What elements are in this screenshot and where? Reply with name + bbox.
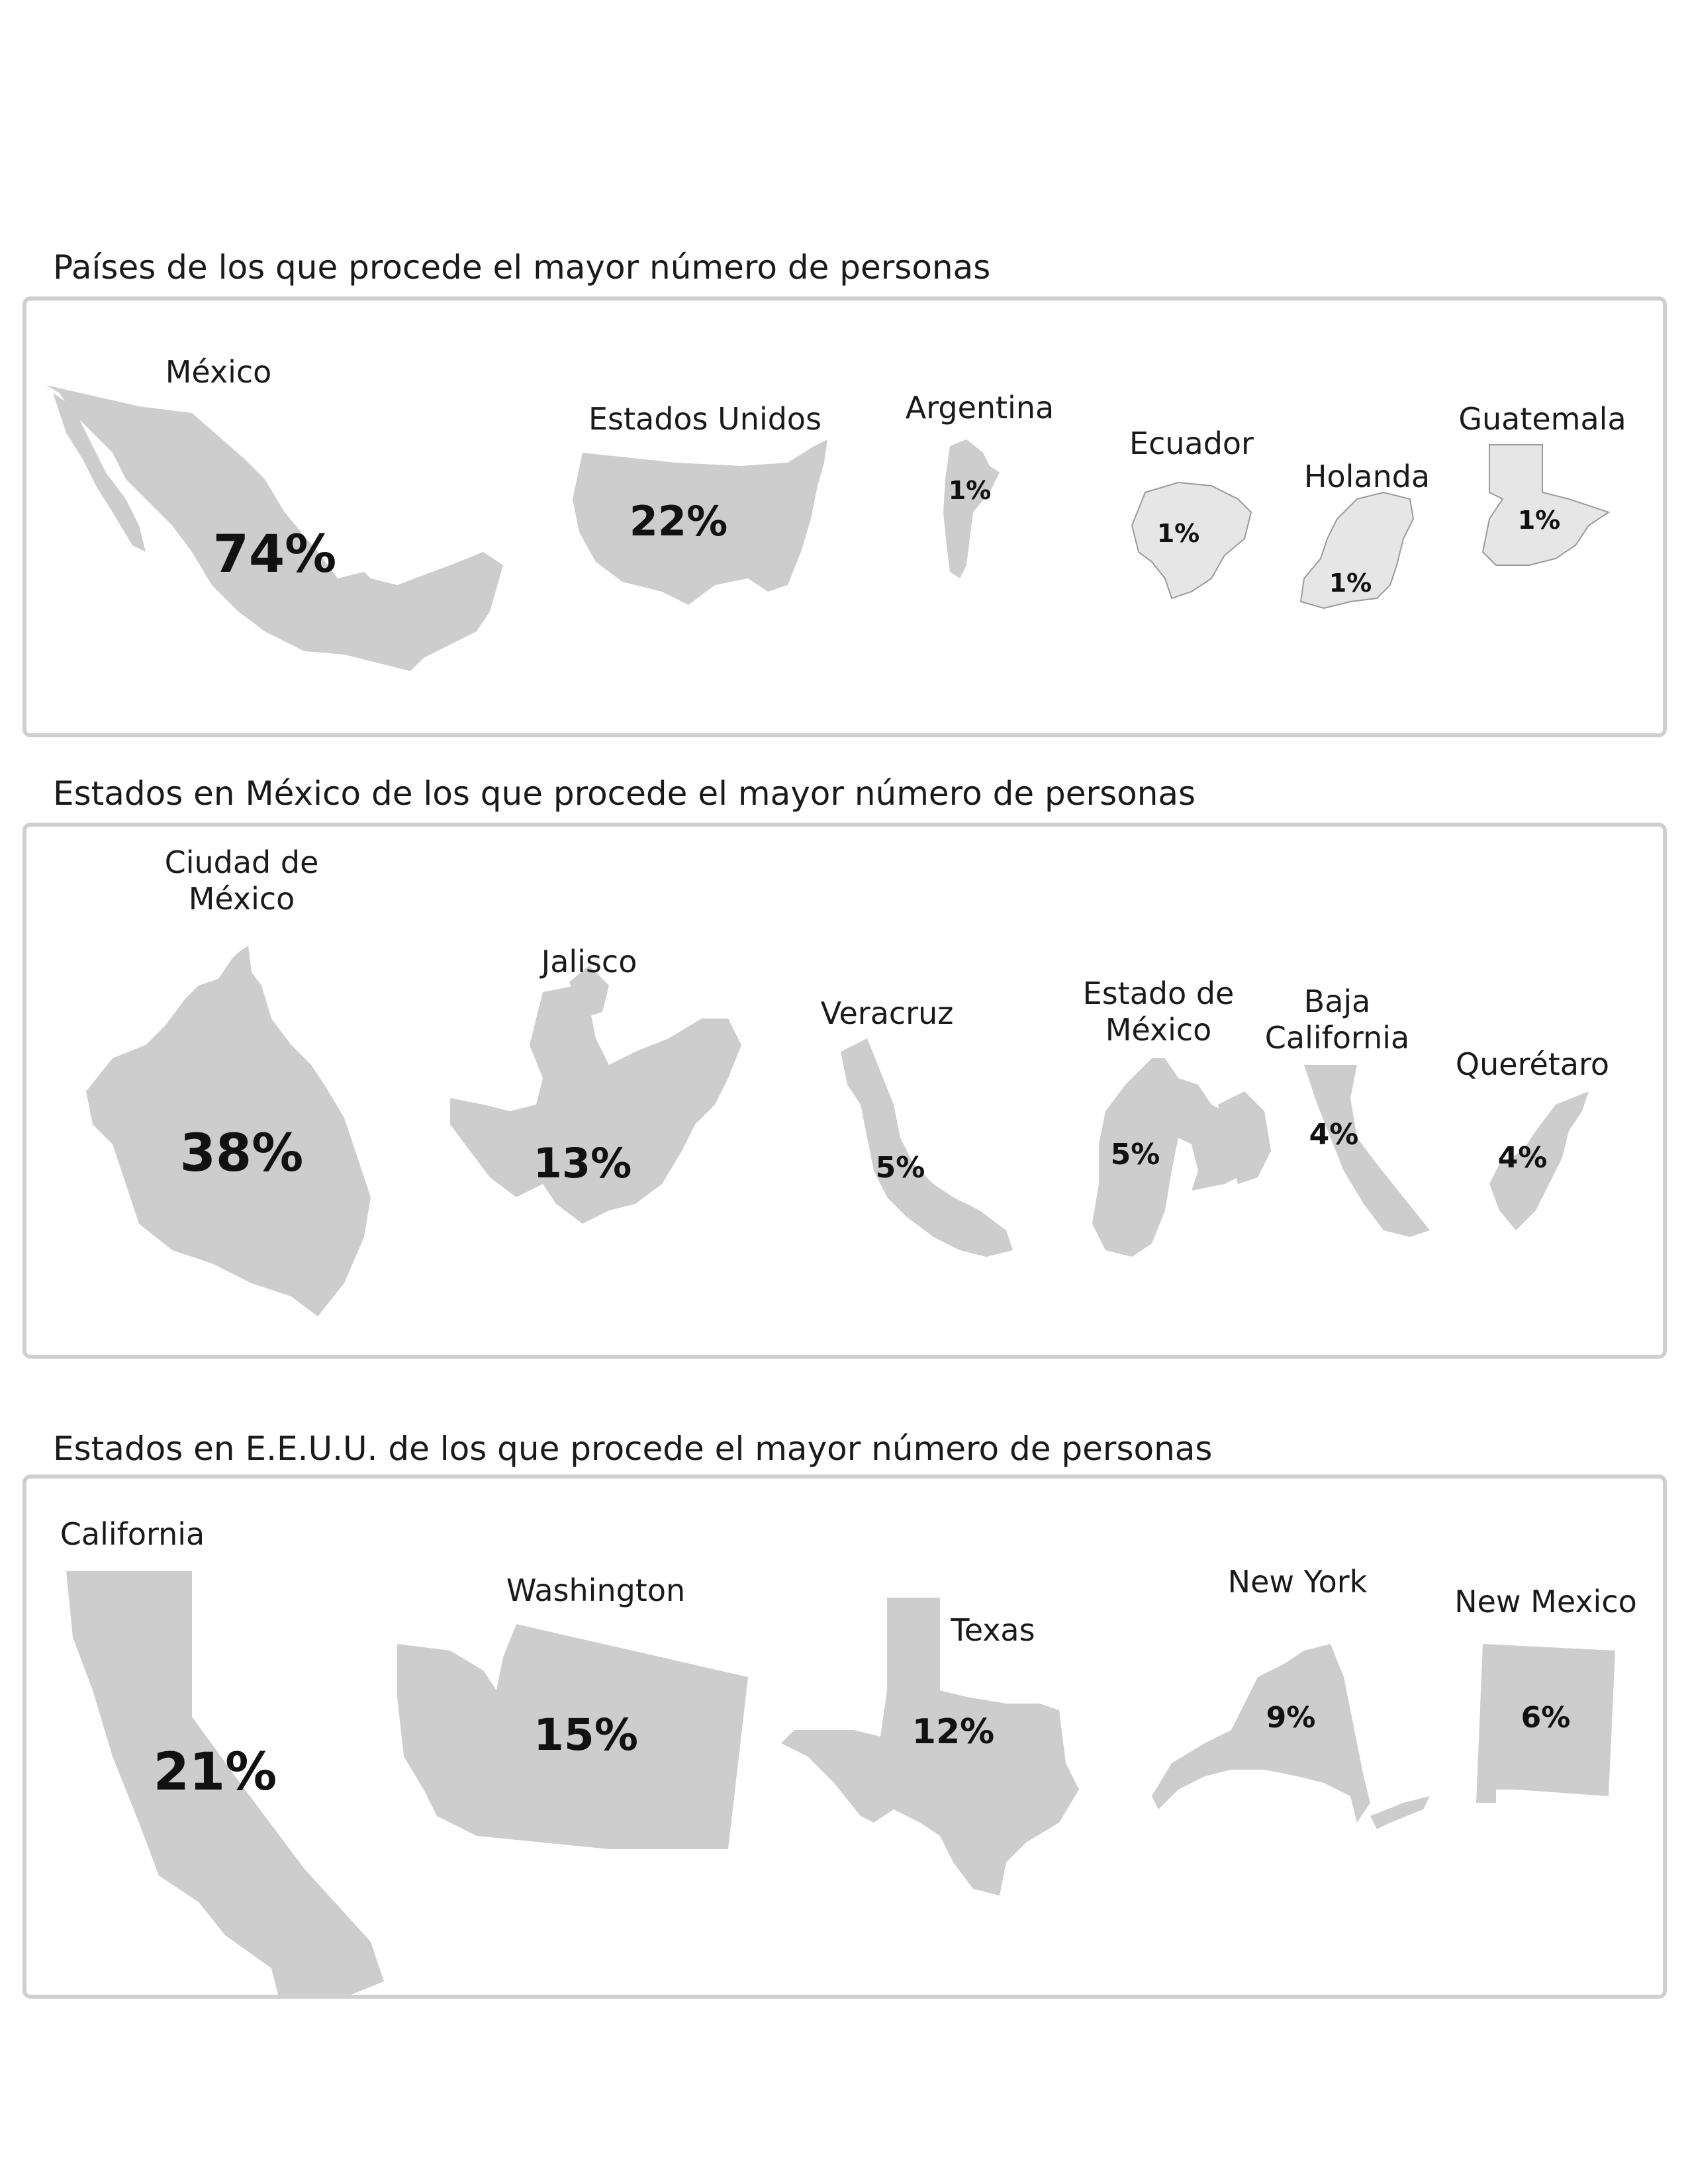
label-newmexico: New Mexico: [1454, 1584, 1637, 1619]
shape-newmexico: [1476, 1644, 1615, 1803]
value-guatemala: 1%: [1518, 506, 1561, 535]
value-edomex: 5%: [1111, 1138, 1160, 1171]
shape-queretaro: [1489, 1091, 1589, 1230]
value-ecuador: 1%: [1157, 519, 1200, 548]
value-washington: 15%: [534, 1709, 638, 1760]
section-title-mexico-states: Estados en México de los que procede el …: [53, 774, 1196, 813]
shape-ecuador: [1131, 481, 1252, 600]
shape-veracruz: [841, 1038, 1013, 1257]
shape-argentina: [943, 439, 1000, 578]
label-newyork: New York: [1228, 1564, 1368, 1600]
label-washington: Washington: [506, 1572, 685, 1608]
value-california: 21%: [154, 1743, 277, 1802]
shape-usa: [573, 439, 827, 605]
panel-mexico-states: Ciudad de México 38% Jalisco 13% Veracruz…: [23, 823, 1667, 1359]
shape-edomex-east: [1218, 1091, 1271, 1184]
shape-mexico-baja: [53, 393, 146, 552]
shape-guatemala: [1481, 444, 1611, 566]
label-guatemala: Guatemala: [1458, 401, 1626, 437]
value-newmexico: 6%: [1521, 1701, 1571, 1735]
label-edomex: Estado de México: [1083, 976, 1235, 1048]
label-california: California: [60, 1516, 205, 1552]
value-jalisco: 13%: [534, 1139, 632, 1187]
shape-baja-california: [1304, 1065, 1430, 1237]
shape-newyork-island: [1370, 1796, 1430, 1829]
value-veracruz: 5%: [876, 1151, 925, 1185]
label-cdmx: Ciudad de México: [165, 844, 319, 917]
value-holanda: 1%: [1329, 569, 1372, 598]
value-queretaro: 4%: [1498, 1141, 1548, 1175]
label-mexico: México: [165, 354, 272, 390]
value-argentina: 1%: [949, 476, 992, 505]
panel-usa-states: California 21% Washington 15% Texas 12% …: [23, 1475, 1667, 1999]
panel-countries: México 74% Estados Unidos 22% Argentina …: [23, 296, 1667, 737]
shape-edomex: [1092, 1058, 1258, 1257]
label-usa: Estados Unidos: [588, 401, 821, 437]
value-newyork: 9%: [1266, 1701, 1316, 1735]
label-texas: Texas: [950, 1612, 1035, 1648]
shape-mexico: [46, 385, 503, 671]
countries-map-chart: México 74% Estados Unidos 22% Argentina …: [46, 354, 1626, 671]
shape-california: [66, 1571, 384, 1995]
shape-holanda: [1299, 491, 1415, 610]
label-ecuador: Ecuador: [1129, 426, 1254, 461]
label-argentina: Argentina: [906, 390, 1054, 426]
mexico-states-map-chart: Ciudad de México 38% Jalisco 13% Veracruz…: [86, 844, 1609, 1316]
shape-cdmx: [86, 946, 371, 1316]
label-jalisco: Jalisco: [539, 944, 637, 979]
label-holanda: Holanda: [1304, 459, 1430, 494]
value-texas: 12%: [912, 1712, 994, 1752]
value-baja-california: 4%: [1309, 1118, 1359, 1152]
shape-washington: [397, 1624, 748, 1849]
value-mexico: 74%: [213, 525, 337, 584]
label-queretaro: Querétaro: [1456, 1046, 1609, 1082]
shape-texas: [781, 1598, 1079, 1895]
shape-jalisco-north: [569, 966, 609, 1019]
usa-states-map-chart: California 21% Washington 15% Texas 12% …: [60, 1516, 1637, 1995]
section-title-usa-states: Estados en E.E.U.U. de los que procede e…: [53, 1430, 1213, 1468]
shape-newyork: [1152, 1644, 1370, 1823]
section-title-countries: Países de los que procede el mayor númer…: [53, 248, 991, 287]
value-cdmx: 38%: [180, 1124, 304, 1183]
label-baja-california: Baja California: [1265, 983, 1409, 1056]
shape-jalisco: [450, 985, 741, 1224]
label-veracruz: Veracruz: [821, 995, 954, 1031]
value-usa: 22%: [630, 497, 727, 545]
